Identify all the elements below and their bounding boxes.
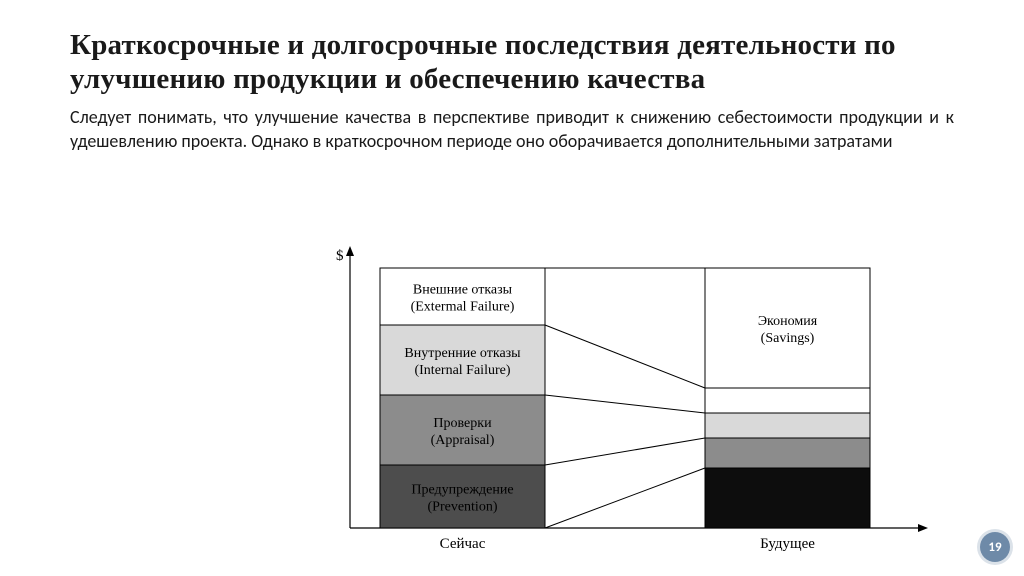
page-number-badge: 19 <box>980 532 1010 562</box>
svg-text:Будущее: Будущее <box>760 536 815 552</box>
svg-text:Проверки: Проверки <box>433 416 492 431</box>
svg-text:(Savings): (Savings) <box>761 331 815 346</box>
svg-text:Экономия: Экономия <box>758 314 818 329</box>
svg-text:$: $ <box>336 248 344 264</box>
svg-text:Сейчас: Сейчас <box>440 536 486 552</box>
svg-text:Внутренние отказы: Внутренние отказы <box>404 346 521 361</box>
svg-text:(Appraisal): (Appraisal) <box>431 433 495 448</box>
slide-title: Краткосрочные и долгосрочные последствия… <box>70 28 954 96</box>
svg-text:Внешние отказы: Внешние отказы <box>413 283 513 298</box>
cost-of-quality-chart: $ Внешние отказы (Extermal Failure) Внутрен… <box>300 238 940 556</box>
svg-text:(Prevention): (Prevention) <box>428 500 498 515</box>
svg-text:(Internal Failure): (Internal Failure) <box>414 363 510 378</box>
slide-subtitle: Следует понимать, что улучшение качества… <box>70 106 954 153</box>
svg-text:Предупреждение: Предупреждение <box>411 483 513 498</box>
svg-text:(Extermal Failure): (Extermal Failure) <box>411 300 515 315</box>
